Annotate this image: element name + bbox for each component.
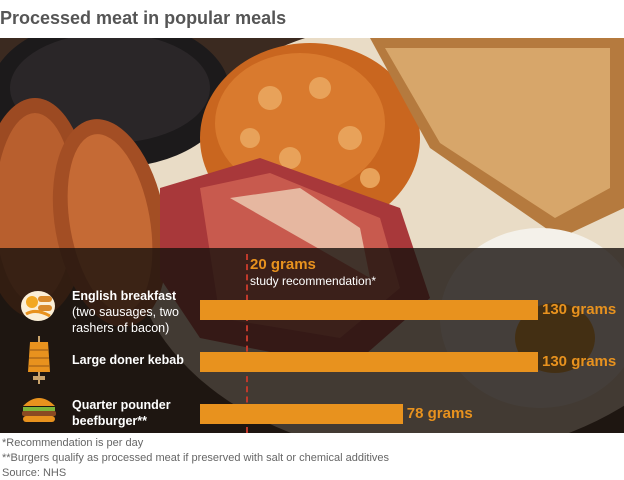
value-beefburger: 78 grams — [406, 405, 473, 422]
beefburger-name-1: Quarter pounder — [72, 398, 171, 412]
english-breakfast-name: English breakfast — [72, 289, 177, 303]
label-beefburger: Quarter pounder beefburger** — [72, 397, 171, 429]
english-breakfast-detail-1: (two sausages, two — [72, 305, 179, 319]
label-doner-kebab: Large doner kebab — [72, 352, 184, 368]
recommendation-value: 20 grams — [250, 256, 316, 273]
breakfast-icon — [18, 284, 58, 329]
source-note: Source: NHS — [2, 467, 67, 479]
footnote-burgers: **Burgers qualify as processed meat if p… — [2, 452, 390, 464]
label-english-breakfast: English breakfast (two sausages, two ras… — [72, 288, 179, 336]
recommendation-label: study recommendation* — [250, 274, 377, 288]
beefburger-name-2: beefburger** — [72, 414, 148, 428]
footnote-recommendation: *Recommendation is per day — [2, 437, 144, 449]
english-breakfast-detail-2: rashers of bacon) — [72, 321, 170, 335]
kebab-icon — [24, 336, 54, 389]
page-title: Processed meat in popular meals — [0, 8, 287, 28]
bar-doner-kebab — [200, 352, 538, 372]
bar-beefburger — [200, 404, 403, 424]
chart-overlay — [0, 248, 624, 433]
value-doner-kebab: 130 grams — [542, 353, 617, 370]
value-english-breakfast: 130 grams — [542, 301, 617, 318]
doner-kebab-name: Large doner kebab — [72, 353, 184, 367]
burger-icon — [20, 394, 58, 429]
bar-english-breakfast — [200, 300, 538, 320]
recommendation-line — [246, 254, 248, 433]
